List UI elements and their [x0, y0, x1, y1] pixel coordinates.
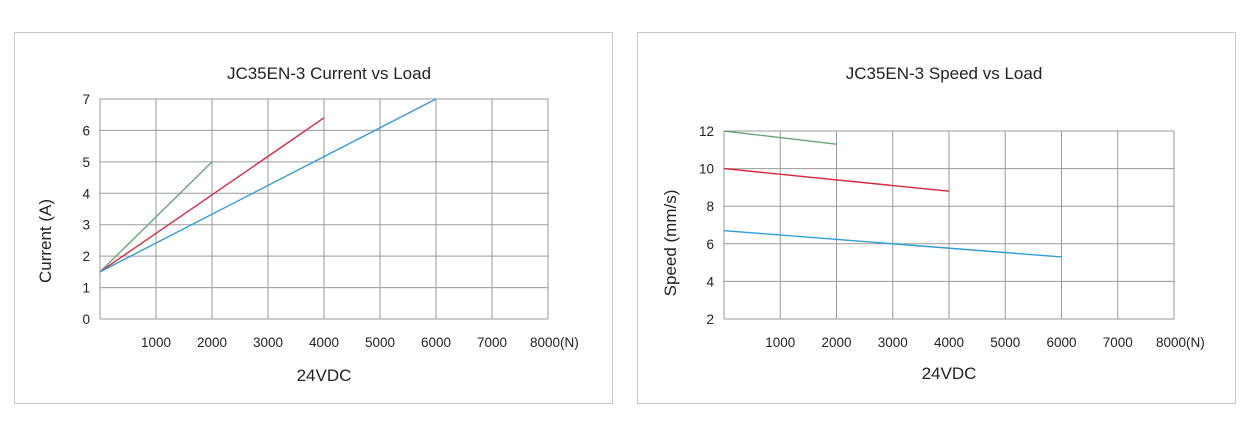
y-tick-label: 4 — [706, 274, 714, 289]
x-tick-label: 2000 — [821, 335, 851, 350]
x-tick-label: 8000(N) — [530, 335, 579, 350]
x-tick-label: 3000 — [878, 335, 908, 350]
x-tick-label: 7000 — [477, 335, 507, 350]
series-layer — [723, 130, 1062, 258]
y-tick-label: 5 — [82, 155, 90, 170]
y-tick-label: 3 — [82, 218, 90, 233]
x-tick-label: 4000 — [309, 335, 339, 350]
y-tick-label: 10 — [699, 162, 714, 177]
speed-vs-load-chart-panel: JC35EN-3 Speed vs Load 1000 2000 3000 4000 5… — [637, 32, 1236, 404]
x-tick-label: 4000 — [934, 335, 964, 350]
x-axis-label: 24VDC — [922, 364, 977, 383]
x-tick-label: 5000 — [990, 335, 1020, 350]
series-line — [99, 117, 325, 273]
series-line — [99, 161, 213, 273]
tick-labels: 1000 2000 3000 4000 5000 6000 7000 8000(N) 0 1 2 3 4… — [82, 92, 578, 350]
x-axis-label: 24VDC — [297, 366, 352, 385]
y-tick-label: 8 — [706, 199, 714, 214]
x-tick-label: 1000 — [765, 335, 795, 350]
tick-labels: 1000 2000 3000 4000 5000 6000 7000 8000(N) 2 4 6 8 1… — [699, 124, 1205, 350]
series-line — [99, 98, 437, 273]
x-tick-label: 6000 — [421, 335, 451, 350]
series-line — [723, 229, 1062, 258]
y-tick-label: 0 — [82, 312, 90, 327]
y-axis-label: Speed (mm/s) — [661, 190, 680, 297]
chart-title: JC35EN-3 Current vs Load — [227, 64, 431, 83]
y-tick-label: 4 — [82, 186, 90, 201]
series-line — [723, 130, 837, 145]
current-vs-load-chart-panel: JC35EN-3 Current vs Load 1000 2000 3000 400… — [14, 32, 613, 404]
y-tick-label: 6 — [706, 237, 714, 252]
speed-vs-load-chart: JC35EN-3 Speed vs Load 1000 2000 3000 4000 5… — [661, 64, 1205, 383]
y-axis-label: Current (A) — [36, 199, 55, 283]
chart-title: JC35EN-3 Speed vs Load — [846, 64, 1043, 83]
y-tick-label: 7 — [82, 92, 90, 107]
x-tick-label: 2000 — [197, 335, 227, 350]
y-tick-label: 12 — [699, 124, 714, 139]
grid — [99, 98, 549, 320]
x-tick-label: 7000 — [1103, 335, 1133, 350]
x-tick-label: 6000 — [1046, 335, 1076, 350]
x-tick-label: 5000 — [365, 335, 395, 350]
current-vs-load-chart: JC35EN-3 Current vs Load 1000 2000 3000 400… — [36, 64, 579, 385]
series-layer — [99, 98, 437, 273]
y-tick-label: 2 — [82, 249, 90, 264]
x-tick-label: 3000 — [253, 335, 283, 350]
y-tick-label: 2 — [706, 312, 714, 327]
grid — [723, 130, 1175, 320]
x-tick-label: 1000 — [141, 335, 171, 350]
series-line — [723, 167, 950, 192]
y-tick-label: 6 — [82, 123, 90, 138]
y-tick-label: 1 — [82, 281, 90, 296]
x-tick-label: 8000(N) — [1156, 335, 1205, 350]
